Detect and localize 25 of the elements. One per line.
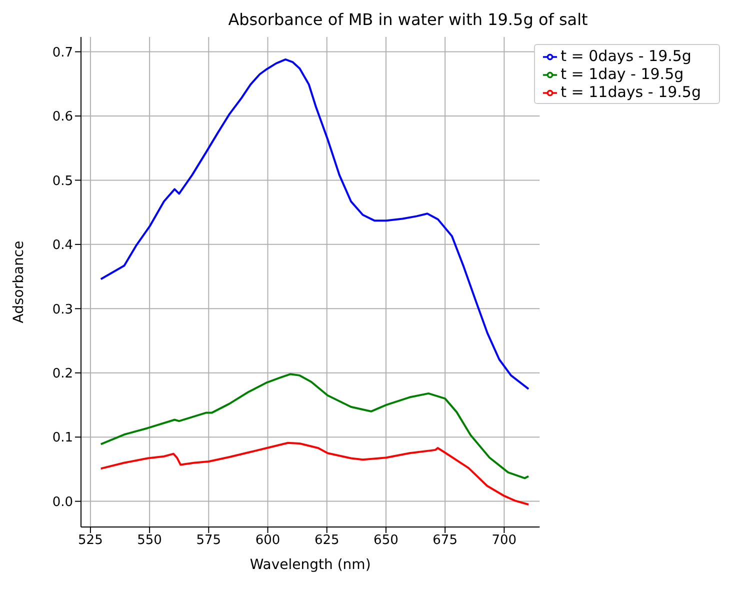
- x-tick-label: 550: [137, 533, 162, 548]
- chart-title: Absorbance of MB in water with 19.5g of salt: [227, 10, 589, 29]
- y-tick-label: 0.5: [52, 174, 73, 189]
- x-tick-label: 525: [78, 533, 103, 548]
- y-tick-label: 0.1: [52, 430, 73, 446]
- y-tick-label: 0.7: [52, 45, 73, 60]
- legend-label: t = 0days - 19.5g: [560, 47, 692, 65]
- x-axis-title: Wavelength (nm): [250, 557, 371, 573]
- y-tick-label: 0.6: [52, 110, 73, 125]
- y-tick-label: 0.4: [52, 238, 73, 254]
- y-axis-title: Adsorbance: [10, 240, 27, 324]
- x-tick-label: 575: [196, 533, 222, 548]
- legend-label: t = 1day - 19.5g: [560, 65, 684, 83]
- x-tick-label: 600: [255, 533, 280, 548]
- y-tick-label: 0.3: [52, 302, 73, 318]
- line-series: [100, 58, 530, 390]
- legend-label: t = 11days - 19.5g: [560, 83, 701, 101]
- x-tick-label: 675: [432, 533, 458, 548]
- x-tick-label: 625: [314, 533, 340, 548]
- x-tick-label: 650: [374, 533, 398, 548]
- y-tick-label: 0.2: [52, 366, 73, 382]
- y-tick-label: 0.0: [52, 494, 73, 510]
- line-series: [100, 442, 530, 506]
- line-series: [100, 373, 530, 480]
- x-tick-label: 700: [492, 533, 517, 548]
